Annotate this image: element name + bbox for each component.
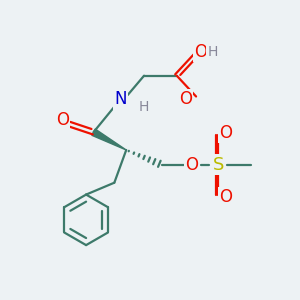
Text: S: S	[213, 156, 224, 174]
Text: N: N	[114, 91, 127, 109]
Text: O: O	[185, 156, 198, 174]
Text: O: O	[179, 90, 192, 108]
Text: H: H	[139, 100, 149, 114]
Text: H: H	[207, 45, 218, 59]
Text: O: O	[219, 188, 232, 206]
Polygon shape	[92, 129, 126, 150]
Text: O: O	[194, 43, 207, 61]
Text: O: O	[219, 124, 232, 142]
Text: O: O	[56, 111, 69, 129]
